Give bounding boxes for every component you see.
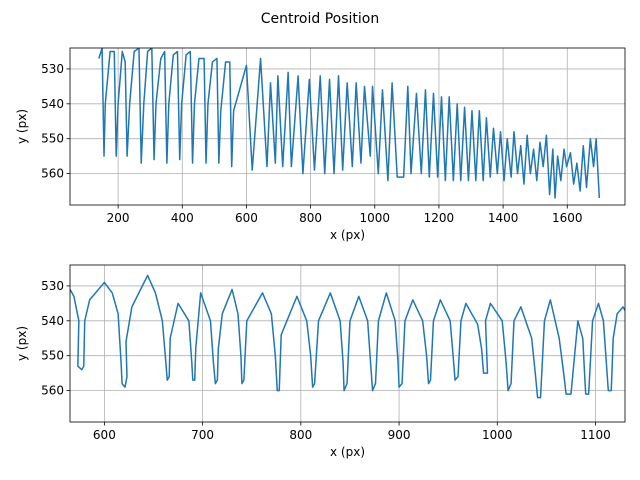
- y-axis-label: y (px): [15, 326, 29, 361]
- x-tick-label: 1200: [424, 211, 455, 225]
- x-tick-label: 800: [299, 211, 322, 225]
- axes-frame: [69, 264, 626, 423]
- x-tick-label: 900: [388, 428, 411, 442]
- y-tick-label: 550: [41, 132, 64, 146]
- y-tick-label: 560: [41, 167, 64, 181]
- y-tick-label: 560: [41, 384, 64, 398]
- x-axis-label: x (px): [330, 445, 365, 459]
- axes-frame: [69, 47, 626, 206]
- axes: 200 400 600 800 1000 1200 1400 1600 530 540 550 560…: [15, 47, 626, 242]
- x-tick-label: 200: [107, 211, 130, 225]
- axes: 600 700 800 900 1000 1100 530 540 550 560 x (px) y …: [15, 264, 626, 459]
- x-tick-label: 600: [93, 428, 116, 442]
- x-tick-label: 700: [191, 428, 214, 442]
- x-tick-label: 1400: [488, 211, 519, 225]
- x-tick-label: 1000: [359, 211, 390, 225]
- data-line: [98, 48, 601, 199]
- plot-area: [70, 274, 625, 399]
- x-axis-label: x (px): [330, 228, 365, 242]
- y-tick-label: 550: [41, 349, 64, 363]
- y-tick-label: 540: [41, 97, 64, 111]
- x-tick-label: 1000: [482, 428, 513, 442]
- x-tick-label: 1100: [580, 428, 611, 442]
- y-axis-label: y (px): [15, 109, 29, 144]
- figure-title: Centroid Position: [261, 11, 380, 27]
- plot-area: [98, 48, 601, 199]
- data-line: [70, 274, 625, 399]
- x-tick-label: 400: [171, 211, 194, 225]
- y-tick-label: 530: [41, 279, 64, 293]
- y-tick-label: 540: [41, 314, 64, 328]
- y-tick-label: 530: [41, 62, 64, 76]
- x-tick-label: 800: [289, 428, 312, 442]
- x-tick-label: 1600: [552, 211, 583, 225]
- x-tick-label: 600: [235, 211, 258, 225]
